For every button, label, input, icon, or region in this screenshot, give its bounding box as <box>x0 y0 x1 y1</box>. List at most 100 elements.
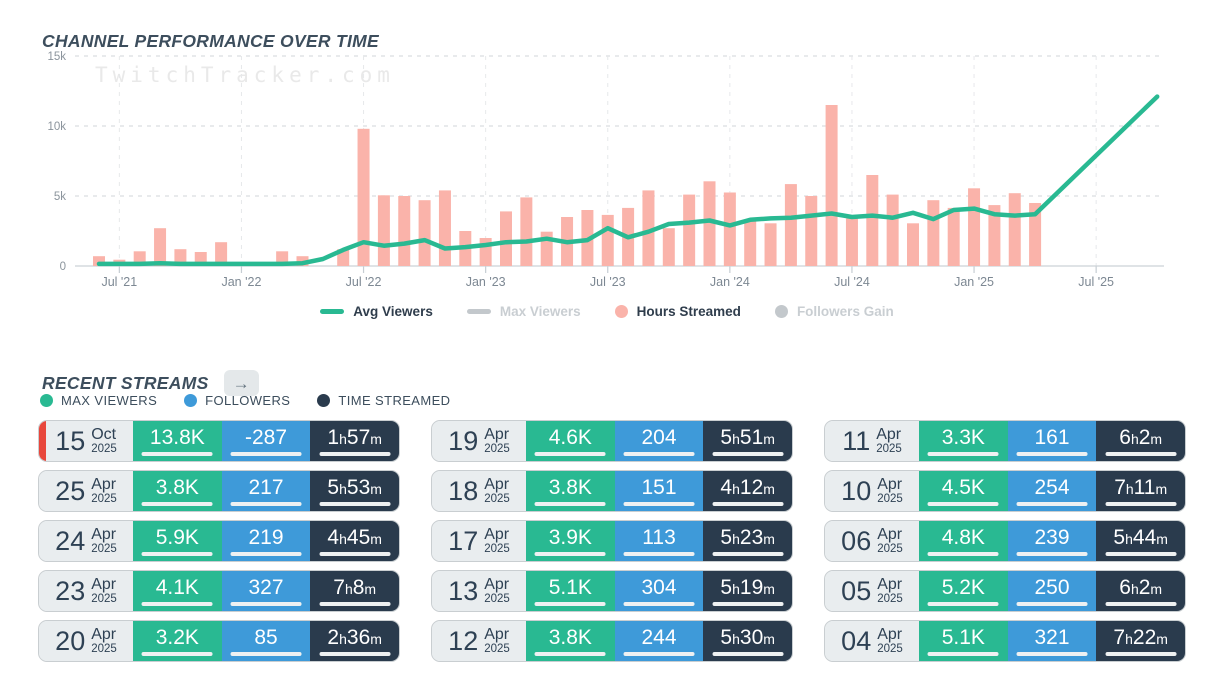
max-viewers-cell: 5.9K <box>133 521 222 561</box>
stream-card[interactable]: 23 Apr 2025 4.1K 327 7h8m <box>38 570 400 612</box>
svg-text:Jan '23: Jan '23 <box>466 275 506 289</box>
stream-card[interactable]: 18 Apr 2025 3.8K 151 4h12m <box>431 470 793 512</box>
stream-card[interactable]: 06 Apr 2025 4.8K 239 5h44m <box>824 520 1186 562</box>
stream-card[interactable]: 20 Apr 2025 3.2K 85 2h36m <box>38 620 400 662</box>
stream-day: 15 <box>55 425 86 456</box>
stream-card[interactable]: 11 Apr 2025 3.3K 161 6h2m <box>824 420 1186 462</box>
stream-card[interactable]: 10 Apr 2025 4.5K 254 7h11m <box>824 470 1186 512</box>
stream-card[interactable]: 15 Oct 2025 13.8K -287 1h57m <box>38 420 400 462</box>
stream-card[interactable]: 04 Apr 2025 5.1K 321 7h22m <box>824 620 1186 662</box>
followers-bar <box>623 551 695 556</box>
stream-month: Apr <box>91 475 117 493</box>
followers-value: 304 <box>641 576 677 599</box>
followers-bar <box>230 551 302 556</box>
followers-bar <box>623 601 695 606</box>
legend-swatch-icon <box>320 309 345 314</box>
legend-dot-icon <box>317 394 331 407</box>
live-stripe <box>39 421 46 461</box>
time-streamed-value: 7h22m <box>1113 626 1168 649</box>
stream-year: 2025 <box>877 542 903 555</box>
legend-swatch-icon <box>614 305 628 318</box>
stream-date: 10 Apr 2025 <box>825 471 919 511</box>
followers-bar <box>623 501 695 506</box>
stream-card[interactable]: 19 Apr 2025 4.6K 204 5h51m <box>431 420 793 462</box>
stream-year: 2025 <box>91 542 117 555</box>
time-streamed-bar <box>712 451 784 456</box>
max-viewers-value: 4.1K <box>155 576 199 599</box>
max-viewers-cell: 3.3K <box>919 421 1008 461</box>
legend-label: Followers Gain <box>796 304 894 319</box>
max-viewers-cell: 5.2K <box>919 571 1008 611</box>
max-viewers-value: 5.2K <box>941 576 985 599</box>
recent-streams-more-button[interactable]: → <box>223 370 259 397</box>
stream-day: 10 <box>841 475 872 506</box>
max-viewers-value: 5.9K <box>155 526 199 549</box>
time-streamed-bar <box>319 651 391 656</box>
chart-legend-item[interactable]: Max Viewers <box>466 304 581 319</box>
chart-legend-item[interactable]: Hours Streamed <box>614 304 741 319</box>
stream-date: 19 Apr 2025 <box>432 421 526 461</box>
max-viewers-value: 3.2K <box>155 626 199 649</box>
followers-cell: 113 <box>614 521 704 561</box>
max-viewers-bar <box>141 451 213 456</box>
stream-month: Apr <box>877 525 903 543</box>
max-viewers-value: 4.8K <box>941 526 985 549</box>
max-viewers-value: 3.8K <box>548 476 592 499</box>
stream-date: 12 Apr 2025 <box>432 621 526 661</box>
max-viewers-cell: 3.8K <box>133 471 222 511</box>
followers-cell: 244 <box>614 621 704 661</box>
stream-card[interactable]: 05 Apr 2025 5.2K 250 6h2m <box>824 570 1186 612</box>
stream-year: 2025 <box>877 492 903 505</box>
time-streamed-bar <box>712 501 784 506</box>
time-streamed-value: 6h2m <box>1119 576 1163 599</box>
max-viewers-bar <box>141 501 213 506</box>
svg-text:15k: 15k <box>47 51 66 63</box>
stream-date: 24 Apr 2025 <box>39 521 133 561</box>
svg-text:5k: 5k <box>54 191 66 203</box>
time-streamed-bar <box>712 651 784 656</box>
chart-title: CHANNEL PERFORMANCE OVER TIME <box>42 30 380 51</box>
stream-day: 17 <box>448 525 479 556</box>
legend-label: Hours Streamed <box>636 304 741 319</box>
followers-bar <box>1016 451 1088 456</box>
followers-value: 217 <box>248 476 284 499</box>
time-streamed-value: 5h30m <box>720 626 775 649</box>
stream-year: 2025 <box>91 592 117 605</box>
stream-card[interactable]: 13 Apr 2025 5.1K 304 5h19m <box>431 570 793 612</box>
stream-month: Apr <box>484 625 510 643</box>
stream-month: Oct <box>91 425 117 443</box>
time-streamed-bar <box>1105 451 1177 456</box>
time-streamed-bar <box>1105 651 1177 656</box>
stream-month: Apr <box>484 475 510 493</box>
time-streamed-cell: 5h51m <box>703 421 792 461</box>
max-viewers-value: 3.8K <box>155 476 199 499</box>
max-viewers-bar <box>534 501 606 506</box>
followers-value: 244 <box>641 626 677 649</box>
time-streamed-value: 5h44m <box>1113 526 1168 549</box>
stream-year: 2025 <box>877 642 903 655</box>
time-streamed-bar <box>319 601 391 606</box>
stream-card[interactable]: 17 Apr 2025 3.9K 113 5h23m <box>431 520 793 562</box>
svg-text:TwitchTracker.com: TwitchTracker.com <box>95 63 395 87</box>
max-viewers-bar <box>927 551 999 556</box>
stream-card[interactable]: 12 Apr 2025 3.8K 244 5h30m <box>431 620 793 662</box>
time-streamed-cell: 7h11m <box>1096 471 1185 511</box>
followers-bar <box>230 501 302 506</box>
stream-card[interactable]: 25 Apr 2025 3.8K 217 5h53m <box>38 470 400 512</box>
time-streamed-value: 5h53m <box>327 476 382 499</box>
chart-legend-item[interactable]: Avg Viewers <box>320 304 433 319</box>
stream-day: 18 <box>448 475 479 506</box>
chart-legend-item[interactable]: Followers Gain <box>774 304 894 319</box>
max-viewers-cell: 3.9K <box>526 521 615 561</box>
max-viewers-bar <box>927 601 999 606</box>
recent-streams-legend: MAX VIEWERS FOLLOWERS TIME STREAMED <box>40 393 450 408</box>
stream-day: 05 <box>841 575 872 606</box>
followers-cell: 85 <box>221 621 311 661</box>
stream-day: 04 <box>841 625 872 656</box>
stream-card[interactable]: 24 Apr 2025 5.9K 219 4h45m <box>38 520 400 562</box>
stream-month: Apr <box>877 625 903 643</box>
max-viewers-cell: 5.1K <box>526 571 615 611</box>
time-streamed-cell: 5h53m <box>310 471 399 511</box>
max-viewers-bar <box>141 551 213 556</box>
stream-date: 20 Apr 2025 <box>39 621 133 661</box>
